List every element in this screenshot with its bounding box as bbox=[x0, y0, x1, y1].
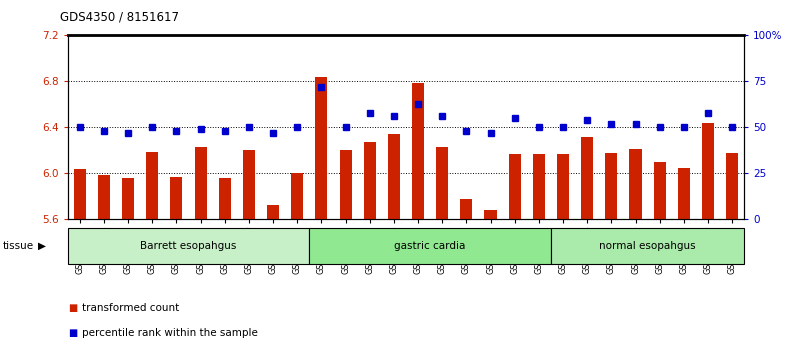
Text: gastric cardia: gastric cardia bbox=[395, 241, 466, 251]
Text: Barrett esopahgus: Barrett esopahgus bbox=[140, 241, 236, 251]
Bar bbox=[460, 199, 472, 219]
Bar bbox=[68, 228, 310, 264]
Bar bbox=[315, 77, 327, 219]
Bar bbox=[194, 147, 207, 219]
Bar bbox=[267, 205, 279, 219]
Text: normal esopahgus: normal esopahgus bbox=[599, 241, 696, 251]
Text: tissue: tissue bbox=[2, 241, 33, 251]
Bar bbox=[485, 210, 497, 219]
Bar bbox=[678, 168, 690, 219]
Text: percentile rank within the sample: percentile rank within the sample bbox=[82, 328, 258, 338]
Bar bbox=[436, 147, 448, 219]
Bar bbox=[146, 152, 158, 219]
Bar bbox=[702, 123, 714, 219]
Bar bbox=[726, 153, 738, 219]
Bar bbox=[219, 178, 231, 219]
Text: ■: ■ bbox=[68, 328, 77, 338]
Bar bbox=[170, 177, 182, 219]
Bar bbox=[551, 228, 744, 264]
Text: ■: ■ bbox=[68, 303, 77, 313]
Bar bbox=[388, 135, 400, 219]
Bar bbox=[509, 154, 521, 219]
Bar bbox=[291, 173, 303, 219]
Text: ▶: ▶ bbox=[38, 241, 46, 251]
Bar bbox=[310, 228, 551, 264]
Bar bbox=[557, 154, 569, 219]
Bar bbox=[74, 169, 86, 219]
Bar bbox=[340, 150, 352, 219]
Bar bbox=[581, 137, 593, 219]
Bar bbox=[98, 175, 110, 219]
Bar bbox=[654, 162, 665, 219]
Bar bbox=[412, 82, 424, 219]
Bar bbox=[122, 178, 134, 219]
Text: GDS4350 / 8151617: GDS4350 / 8151617 bbox=[60, 11, 178, 24]
Bar bbox=[630, 149, 642, 219]
Bar bbox=[243, 150, 255, 219]
Text: transformed count: transformed count bbox=[82, 303, 179, 313]
Bar bbox=[605, 153, 618, 219]
Bar bbox=[364, 142, 376, 219]
Bar bbox=[533, 154, 545, 219]
